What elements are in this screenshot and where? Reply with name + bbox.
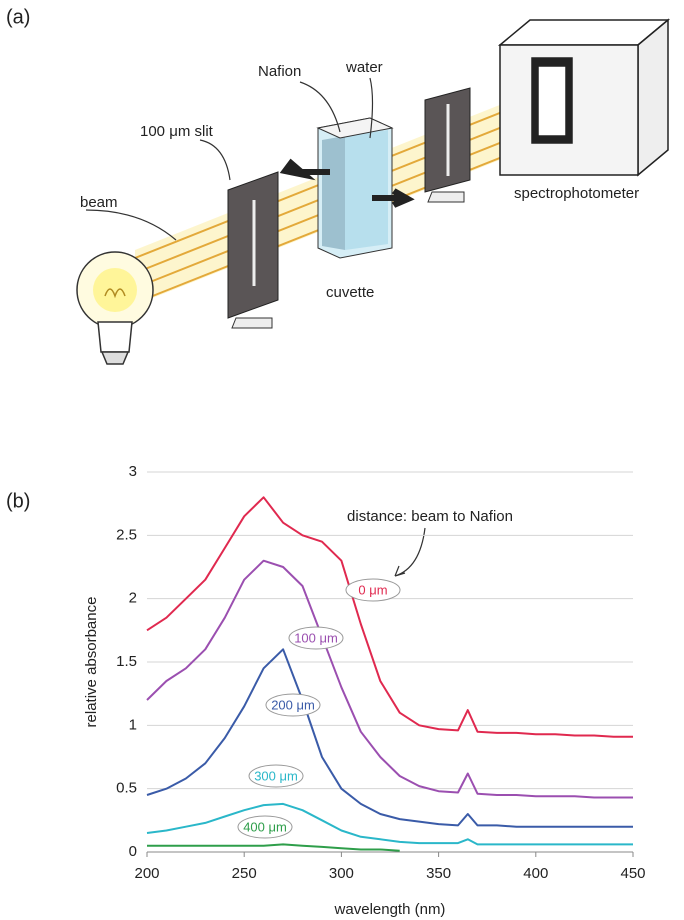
x-tick-label: 250 (232, 865, 257, 882)
y-tick-label: 2 (129, 590, 137, 607)
series-label: 400 μm (243, 819, 287, 834)
panel-label: (b) (6, 490, 30, 512)
label: spectrophotometer (514, 185, 639, 202)
x-tick-label: 350 (426, 865, 451, 882)
label: Nafion (258, 63, 301, 80)
label: water (345, 59, 383, 76)
bulb (77, 252, 153, 364)
figure: (a) (b) (0, 0, 684, 920)
slit (425, 88, 470, 202)
x-tick-label: 200 (134, 865, 159, 882)
y-tick-label: 0 (129, 843, 137, 860)
data-line (147, 804, 633, 845)
diagram: Nafion water 100 μm slit beam cuvette sp… (77, 20, 668, 364)
data-line (147, 649, 633, 826)
y-tick-label: 3 (129, 463, 137, 480)
x-axis-title: wavelength (nm) (334, 901, 446, 918)
x-tick-label: 300 (329, 865, 354, 882)
data-line (147, 844, 400, 850)
x-tick-label: 450 (620, 865, 645, 882)
y-tick-label: 0.5 (116, 780, 137, 797)
series-label: 300 μm (254, 768, 298, 783)
spectrophotometer (500, 20, 668, 175)
y-tick-label: 1 (129, 716, 137, 733)
panel-label: (a) (6, 6, 30, 28)
data-line (147, 497, 633, 736)
y-axis-title: relative absorbance (83, 597, 100, 728)
x-tick-label: 400 (523, 865, 548, 882)
label: beam (80, 194, 118, 211)
label: 100 μm slit (140, 123, 214, 140)
y-tick-label: 2.5 (116, 526, 137, 543)
label: cuvette (326, 284, 374, 301)
series-label: 200 μm (271, 697, 315, 712)
annotation: distance: beam to Nafion (347, 508, 513, 525)
series-label: 0 μm (358, 582, 387, 597)
slit (228, 172, 278, 328)
y-tick-label: 1.5 (116, 653, 137, 670)
series-label: 100 μm (294, 630, 338, 645)
